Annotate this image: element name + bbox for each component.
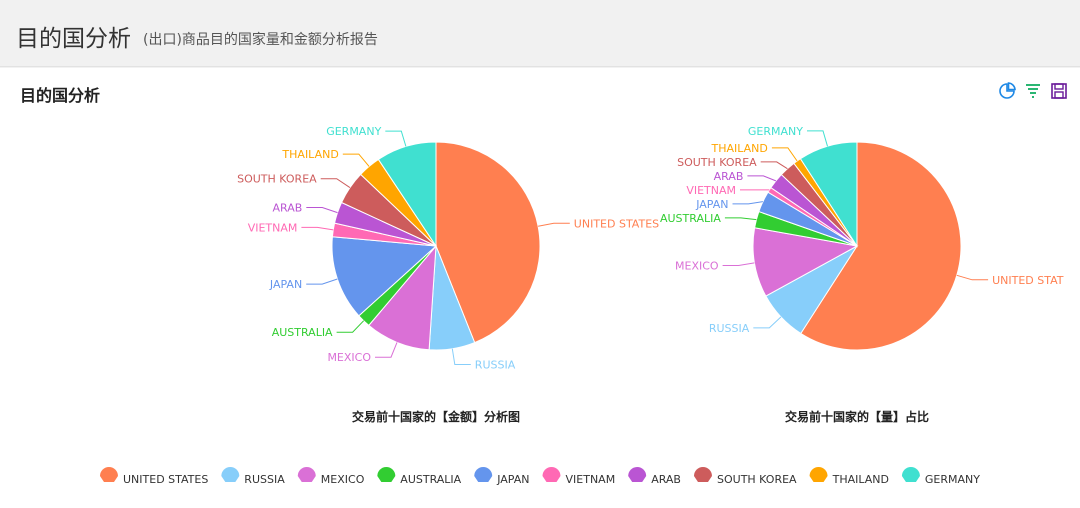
chart-legend: UNITED STATES RUSSIA MEXICO AUSTRALIA JAPAN V… (99, 467, 980, 486)
label-line-vietnam (301, 226, 334, 231)
legend-label-thailand: THAILAND (832, 473, 889, 486)
legend-item-thailand[interactable]: THAILAND (809, 467, 889, 486)
slice-label-arab: ARAB (273, 202, 303, 215)
label-line-japan (306, 278, 338, 285)
legend-label-south-korea: SOUTH KOREA (717, 473, 797, 486)
slice-label-south-korea: SOUTH KOREA (237, 173, 317, 186)
legend-item-vietnam[interactable]: VIETNAM (542, 467, 615, 486)
label-line-germany (385, 130, 407, 147)
label-line-mexico (375, 342, 398, 358)
slice-label-germany: GERMANY (748, 125, 803, 138)
label-line-russia (753, 316, 782, 329)
label-line-japan (732, 201, 763, 205)
page-subtitle: (出口)商品目的国家量和金额分析报告 (143, 32, 378, 48)
legend-item-united-states[interactable]: UNITED STATES (99, 467, 208, 486)
label-line-south-korea (760, 161, 788, 170)
slice-label-vietnam: VIETNAM (686, 184, 736, 197)
legend-item-mexico[interactable]: MEXICO (297, 467, 365, 486)
legend-marker-japan (474, 467, 493, 482)
slice-label-south-korea: SOUTH KOREA (677, 156, 757, 169)
filter-icon[interactable] (1024, 82, 1042, 100)
legend-label-australia: AUSTRALIA (400, 473, 461, 486)
slice-label-russia: RUSSIA (709, 322, 750, 335)
pie-slice-germany[interactable] (377, 141, 437, 248)
legend-label-vietnam: VIETNAM (566, 473, 616, 486)
slice-label-arab: ARAB (714, 170, 744, 183)
label-line-arab (747, 175, 777, 182)
slice-label-australia: AUSTRALIA (660, 212, 721, 225)
label-line-arab (306, 207, 338, 214)
pie-slice-united-states[interactable] (800, 141, 962, 351)
legend-marker-russia (221, 467, 240, 482)
label-line-united-states (956, 274, 989, 281)
label-line-russia (451, 348, 471, 365)
legend-label-japan: JAPAN (496, 473, 529, 486)
slice-label-mexico: MEXICO (327, 351, 371, 364)
label-line-australia (336, 320, 365, 333)
slice-label-australia: AUSTRALIA (272, 326, 333, 339)
slice-label-germany: GERMANY (326, 125, 381, 138)
label-line-thailand (771, 147, 798, 162)
label-line-south-korea (320, 178, 351, 189)
legend-marker-germany (901, 467, 920, 482)
legend-label-arab: ARAB (651, 473, 681, 486)
label-line-mexico (722, 262, 755, 266)
slice-label-thailand: THAILAND (281, 148, 338, 161)
legend-item-japan[interactable]: JAPAN (474, 467, 529, 486)
slice-label-thailand: THAILAND (711, 142, 768, 155)
pie-slice-japan[interactable] (331, 236, 438, 317)
legend-item-germany[interactable]: GERMANY (901, 467, 980, 486)
legend-marker-arab (628, 467, 647, 482)
save-icon[interactable] (1050, 82, 1068, 100)
legend-item-russia[interactable]: RUSSIA (221, 467, 285, 486)
pie-chart-1: UNITED STATES RUSSIA GERMANY THAILAND SOUTH … (237, 125, 659, 424)
legend-marker-vietnam (542, 467, 561, 482)
legend-marker-thailand (809, 467, 828, 482)
slice-label-russia: RUSSIA (475, 359, 516, 372)
label-line-united-states (538, 222, 570, 227)
legend-label-united-states: UNITED STATES (123, 473, 208, 486)
chart-title-1: 交易前十国家的【金额】分析图 (352, 409, 520, 424)
label-line-australia (724, 217, 757, 221)
page-title: 目的国分析 (16, 26, 131, 52)
panel-title: 目的国分析 (20, 86, 101, 105)
legend-marker-south-korea (693, 467, 712, 482)
slice-label-united-states: UNITED STAT (992, 274, 1064, 287)
page-header: 目的国分析 (出口)商品目的国家量和金额分析报告 (0, 0, 1080, 67)
legend-marker-australia (377, 467, 396, 482)
legend-item-arab[interactable]: ARAB (628, 467, 681, 486)
legend-item-south-korea[interactable]: SOUTH KOREA (693, 467, 797, 486)
slice-label-japan: JAPAN (269, 278, 302, 291)
chart-title-2: 交易前十国家的【量】占比 (785, 409, 929, 424)
label-line-thailand (342, 153, 370, 167)
chart-toolbar (998, 82, 1068, 100)
legend-label-germany: GERMANY (925, 473, 980, 486)
pie-chart-icon[interactable] (998, 82, 1016, 100)
slice-label-mexico: MEXICO (675, 260, 719, 273)
legend-label-mexico: MEXICO (321, 473, 365, 486)
slice-label-japan: JAPAN (695, 198, 728, 211)
legend-marker-mexico (297, 467, 316, 482)
legend-label-russia: RUSSIA (244, 473, 285, 486)
slice-label-vietnam: VIETNAM (248, 221, 298, 234)
pie-slice-mexico[interactable] (752, 227, 859, 297)
legend-item-australia[interactable]: AUSTRALIA (377, 467, 462, 486)
slice-label-united-states: UNITED STATES (574, 217, 659, 230)
legend-marker-united-states (99, 467, 118, 482)
label-line-germany (807, 130, 828, 147)
